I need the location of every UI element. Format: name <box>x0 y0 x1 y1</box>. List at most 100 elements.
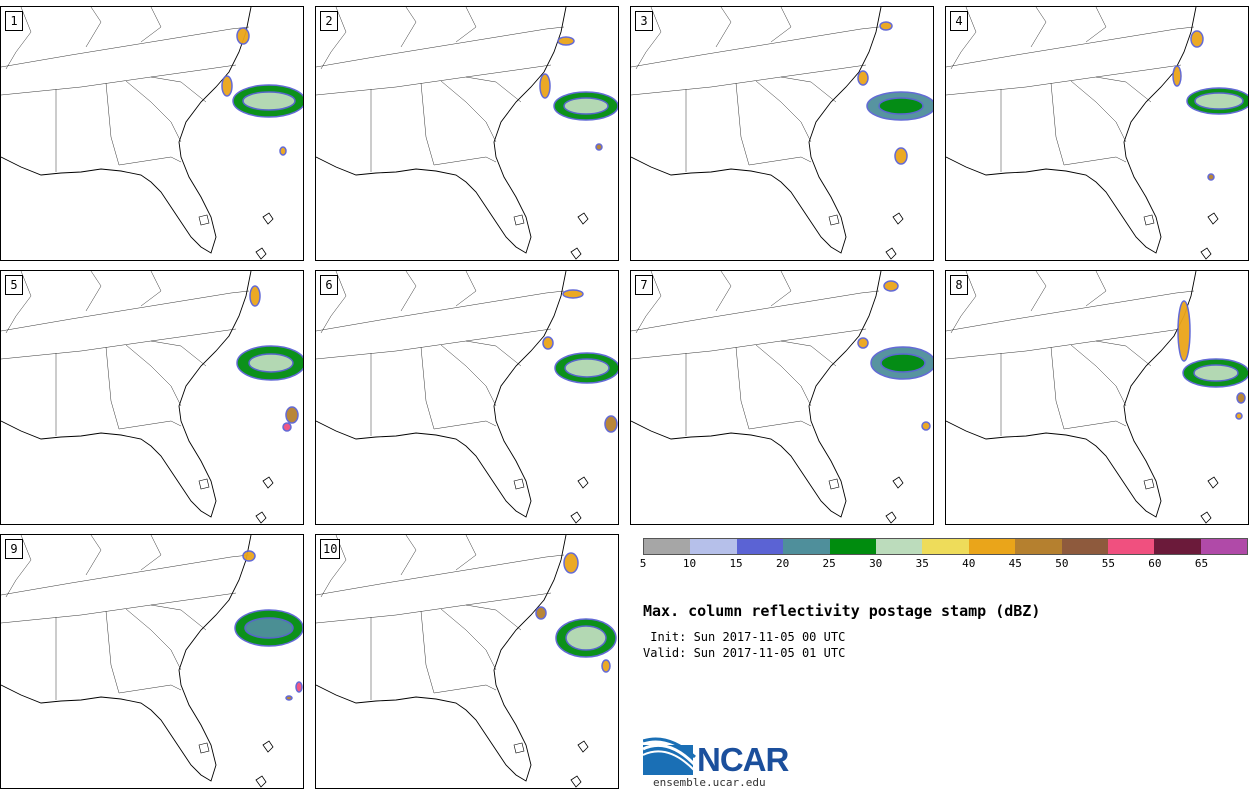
state-border <box>400 271 417 312</box>
bahamas-island <box>255 775 267 788</box>
state-border <box>316 328 552 360</box>
state-border <box>105 610 120 694</box>
lake-okeechobee <box>198 214 210 226</box>
colorbar-swatch <box>1154 539 1201 554</box>
state-border <box>1 290 250 332</box>
state-border <box>440 80 497 143</box>
bahamas-island <box>1207 212 1219 225</box>
valid-time: Valid: Sun 2017-11-05 01 UTC <box>643 646 846 660</box>
state-border <box>715 7 732 48</box>
reflectivity-echo <box>878 97 924 115</box>
state-border <box>635 7 662 70</box>
state-border <box>455 7 477 43</box>
state-border <box>5 7 32 70</box>
state-border <box>140 271 162 307</box>
reflectivity-echo <box>880 353 926 373</box>
init-time: Init: Sun 2017-11-05 00 UTC <box>643 630 846 644</box>
bahamas-island <box>577 476 589 489</box>
state-border <box>770 7 792 43</box>
colorbar-swatch <box>736 539 784 554</box>
basemap <box>631 7 933 260</box>
colorbar-tick-label: 35 <box>915 557 929 570</box>
bahamas-island <box>577 212 589 225</box>
reflectivity-echo <box>563 97 609 115</box>
state-border <box>118 156 182 166</box>
state-border <box>140 7 162 43</box>
state-border <box>1050 346 1065 430</box>
reflectivity-echo <box>1236 392 1246 404</box>
state-border <box>1 26 250 68</box>
colorbar-tick-label: 30 <box>869 557 883 570</box>
colorbar-swatch <box>1061 539 1108 554</box>
state-border <box>465 340 522 367</box>
state-border <box>735 82 750 166</box>
reflectivity-echo <box>248 353 294 373</box>
panel-member-label: 7 <box>635 275 653 295</box>
reflectivity-echo <box>1190 30 1204 48</box>
state-border <box>1095 340 1152 367</box>
state-border <box>420 610 435 694</box>
state-border <box>85 7 102 48</box>
state-border <box>946 328 1182 360</box>
state-border <box>631 26 880 68</box>
reflectivity-echo <box>279 146 287 156</box>
state-border <box>780 76 837 103</box>
reflectivity-echo <box>563 552 579 574</box>
bahamas-island <box>1207 476 1219 489</box>
state-border <box>150 76 207 103</box>
colorbar-tick-label: 55 <box>1101 557 1115 570</box>
postage-stamp-panel: 3 <box>630 6 934 261</box>
panel-member-label: 6 <box>320 275 338 295</box>
postage-stamp-panel: 8 <box>945 270 1249 525</box>
state-border <box>433 420 497 430</box>
coastline <box>316 535 567 782</box>
lake-okeechobee <box>513 742 525 754</box>
bahamas-island <box>577 740 589 753</box>
bahamas-island <box>1200 511 1212 524</box>
colorbar-swatch <box>783 539 830 554</box>
state-border <box>735 346 750 430</box>
panel-member-label: 4 <box>950 11 968 31</box>
state-border <box>118 420 182 430</box>
bahamas-island <box>262 476 274 489</box>
state-border <box>755 344 812 407</box>
state-border <box>320 535 347 598</box>
state-border <box>1030 7 1047 48</box>
state-border <box>316 554 565 596</box>
colorbar-tick-label: 45 <box>1008 557 1022 570</box>
state-border <box>125 608 182 671</box>
bahamas-island <box>262 212 274 225</box>
state-border <box>320 7 347 70</box>
state-border <box>85 271 102 312</box>
state-border <box>748 420 812 430</box>
reflectivity-echo <box>249 285 261 307</box>
state-border <box>946 26 1195 68</box>
state-border <box>433 156 497 166</box>
reflectivity-echo <box>1172 65 1182 87</box>
reflectivity-echo <box>883 280 899 292</box>
state-border <box>455 271 477 307</box>
lake-okeechobee <box>828 214 840 226</box>
bahamas-island <box>570 511 582 524</box>
state-border <box>1 554 250 596</box>
reflectivity-echo <box>539 73 551 99</box>
state-border <box>465 604 522 631</box>
state-border <box>748 156 812 166</box>
reflectivity-echo <box>542 336 554 350</box>
lake-okeechobee <box>513 214 525 226</box>
state-border <box>316 592 552 624</box>
coastline <box>946 271 1197 518</box>
state-border <box>950 271 977 334</box>
colorbar-tick-label: 50 <box>1055 557 1069 570</box>
colorbar-swatch <box>1107 539 1155 554</box>
reflectivity-echo <box>535 606 547 620</box>
state-border <box>1050 82 1065 166</box>
lake-okeechobee <box>198 478 210 490</box>
colorbar-tick-label: 60 <box>1148 557 1162 570</box>
basemap <box>1 535 303 788</box>
coastline <box>316 7 567 254</box>
ncar-logo-icon <box>643 737 697 775</box>
postage-stamp-panel: 2 <box>315 6 619 261</box>
state-border <box>150 604 207 631</box>
state-border <box>105 346 120 430</box>
